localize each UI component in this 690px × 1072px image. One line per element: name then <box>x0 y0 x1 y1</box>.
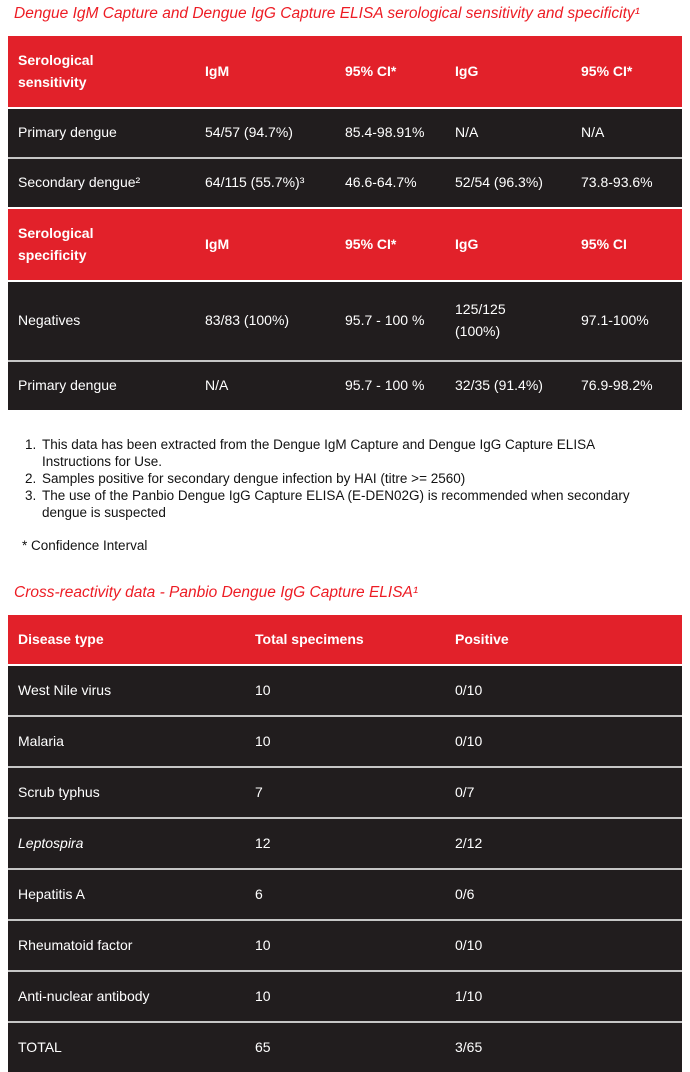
table-row: Secondary dengue² 64/115 (55.7%)³ 46.6-6… <box>8 157 682 208</box>
row-label: Primary dengue <box>8 107 195 158</box>
table-row: Malaria 10 0/10 <box>8 715 682 767</box>
cell: 0/10 <box>445 664 682 716</box>
table-row: Primary dengue N/A 95.7 - 100 % 32/35 (9… <box>8 360 682 410</box>
cell: N/A <box>445 107 571 158</box>
column-header: 95% CI <box>571 207 682 281</box>
cell: 85.4-98.91% <box>335 107 445 158</box>
column-header: Disease type <box>8 615 245 665</box>
cell: 10 <box>245 970 445 1022</box>
cell: 46.6-64.7% <box>335 157 445 208</box>
column-header: IgM <box>195 36 335 108</box>
cell: N/A <box>571 107 682 158</box>
cell: 64/115 (55.7%)³ <box>195 157 335 208</box>
cell: N/A <box>195 360 335 410</box>
cell: 0/10 <box>445 919 682 971</box>
confidence-interval-note: * Confidence Interval <box>22 538 148 553</box>
cell: 1/10 <box>445 970 682 1022</box>
table-row: Hepatitis A 6 0/6 <box>8 868 682 920</box>
cell: 10 <box>245 919 445 971</box>
row-label: Secondary dengue² <box>8 157 195 208</box>
table-row: Primary dengue 54/57 (94.7%) 85.4-98.91%… <box>8 107 682 158</box>
row-label: TOTAL <box>8 1021 245 1072</box>
cell: 95.7 - 100 % <box>335 280 445 361</box>
cell: 3/65 <box>445 1021 682 1072</box>
footnote-item: The use of the Panbio Dengue IgG Capture… <box>40 487 657 521</box>
table-row: Scrub typhus 7 0/7 <box>8 766 682 818</box>
table-row: Negatives 83/83 (100%) 95.7 - 100 % 125/… <box>8 280 682 361</box>
specificity-header-row: Serological specificity IgM 95% CI* IgG … <box>8 207 682 281</box>
cell: 10 <box>245 715 445 767</box>
column-header: IgM <box>195 207 335 281</box>
cell: 83/83 (100%) <box>195 280 335 361</box>
cell: 10 <box>245 664 445 716</box>
column-header: 95% CI* <box>571 36 682 108</box>
row-label: Hepatitis A <box>8 868 245 920</box>
cell: 0/7 <box>445 766 682 818</box>
table-row: West Nile virus 10 0/10 <box>8 664 682 716</box>
cell: 52/54 (96.3%) <box>445 157 571 208</box>
footnote-item: Samples positive for secondary dengue in… <box>40 470 657 487</box>
cell: 95.7 - 100 % <box>335 360 445 410</box>
cell: 32/35 (91.4%) <box>445 360 571 410</box>
column-header: 95% CI* <box>335 207 445 281</box>
column-header: Serological sensitivity <box>8 36 195 108</box>
row-label: Primary dengue <box>8 360 195 410</box>
cell: 6 <box>245 868 445 920</box>
column-header: Positive <box>445 615 682 665</box>
cross-reactivity-header-row: Disease type Total specimens Positive <box>8 615 682 665</box>
footnotes: This data has been extracted from the De… <box>22 436 657 521</box>
cell: 65 <box>245 1021 445 1072</box>
cell: 73.8-93.6% <box>571 157 682 208</box>
cell: 12 <box>245 817 445 869</box>
cell: 7 <box>245 766 445 818</box>
column-header: IgG <box>445 207 571 281</box>
column-header: 95% CI* <box>335 36 445 108</box>
table-row-total: TOTAL 65 3/65 <box>8 1021 682 1072</box>
sensitivity-specificity-title: Dengue IgM Capture and Dengue IgG Captur… <box>14 5 640 22</box>
cell: 97.1-100% <box>571 280 682 361</box>
column-header: Total specimens <box>245 615 445 665</box>
footnote-item: This data has been extracted from the De… <box>40 436 657 470</box>
table-row: Anti-nuclear antibody 10 1/10 <box>8 970 682 1022</box>
row-label: West Nile virus <box>8 664 245 716</box>
column-header: Serological specificity <box>8 207 195 281</box>
row-label: Negatives <box>8 280 195 361</box>
row-label: Rheumatoid factor <box>8 919 245 971</box>
cell: 125/125 (100%) <box>445 280 571 361</box>
row-label: Anti-nuclear antibody <box>8 970 245 1022</box>
row-label: Malaria <box>8 715 245 767</box>
cell: 54/57 (94.7%) <box>195 107 335 158</box>
sensitivity-specificity-table: Serological sensitivity IgM 95% CI* IgG … <box>8 36 682 410</box>
sensitivity-header-row: Serological sensitivity IgM 95% CI* IgG … <box>8 36 682 108</box>
table-row: Rheumatoid factor 10 0/10 <box>8 919 682 971</box>
footnote-list: This data has been extracted from the De… <box>22 436 657 521</box>
column-header: IgG <box>445 36 571 108</box>
cross-reactivity-table: Disease type Total specimens Positive We… <box>8 615 682 1072</box>
cell: 76.9-98.2% <box>571 360 682 410</box>
row-label: Scrub typhus <box>8 766 245 818</box>
cross-reactivity-title: Cross-reactivity data - Panbio Dengue Ig… <box>14 584 419 601</box>
cell: 0/6 <box>445 868 682 920</box>
row-label: Leptospira <box>8 817 245 869</box>
cell: 2/12 <box>445 817 682 869</box>
cell: 0/10 <box>445 715 682 767</box>
table-row: Leptospira 12 2/12 <box>8 817 682 869</box>
